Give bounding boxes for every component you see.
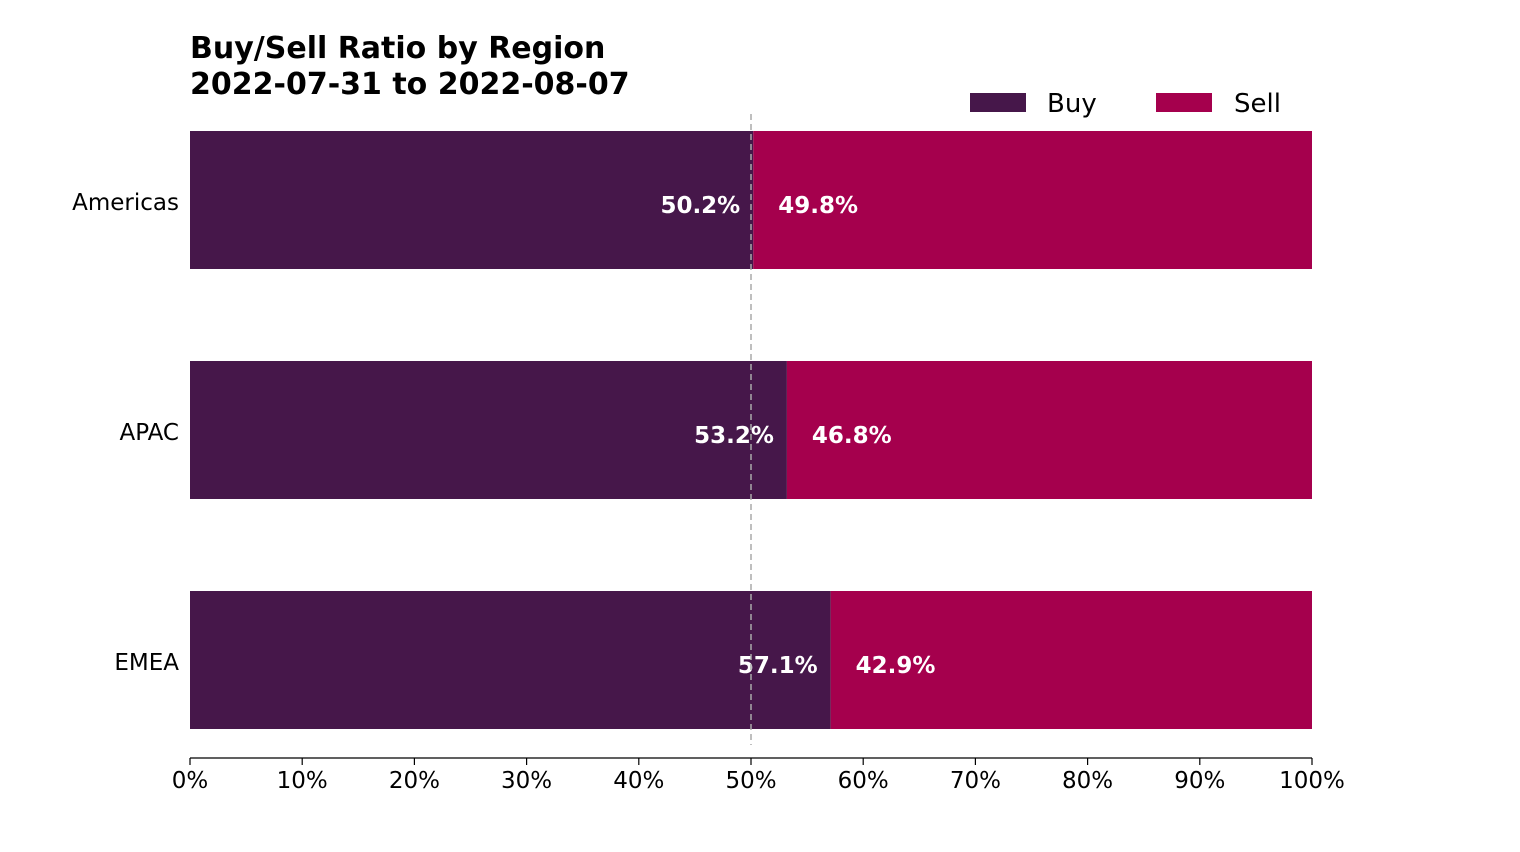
bar-sell-americas (753, 131, 1312, 269)
bar-label-buy-americas: 50.2% (660, 193, 740, 219)
legend-swatch-buy (970, 93, 1026, 112)
chart-title: Buy/Sell Ratio by Region (190, 31, 605, 66)
bars-group: 50.2% 49.8% 53.2% 46.8% 57.1% 42.9% (190, 131, 1312, 729)
bar-sell-apac (786, 361, 1312, 499)
x-tick-label-0: 0% (172, 768, 209, 794)
x-tick-label-10: 10% (277, 768, 328, 794)
x-tick-label-100: 100% (1279, 768, 1345, 794)
x-tick-label-70: 70% (950, 768, 1001, 794)
legend-label-sell: Sell (1234, 89, 1281, 119)
y-label-emea: EMEA (114, 650, 179, 676)
legend-label-buy: Buy (1047, 89, 1097, 119)
bar-buy-apac (190, 361, 787, 499)
x-tick-label-40: 40% (613, 768, 664, 794)
chart-subtitle: 2022-07-31 to 2022-08-07 (190, 67, 630, 102)
y-axis-labels: Americas APAC EMEA (72, 190, 179, 676)
bar-buy-americas (190, 131, 754, 269)
legend: Buy Sell (970, 89, 1281, 119)
y-label-apac: APAC (119, 420, 179, 446)
x-tick-label-90: 90% (1174, 768, 1225, 794)
x-tick-label-50: 50% (725, 768, 776, 794)
x-tick-label-30: 30% (501, 768, 552, 794)
x-axis: 0% 10% 20% 30% 40% 50% 60% 70% 80% 90% 100% (172, 757, 1345, 794)
x-tick-label-80: 80% (1062, 768, 1113, 794)
x-tick-label-60: 60% (838, 768, 889, 794)
bar-label-sell-americas: 49.8% (778, 193, 858, 219)
bar-sell-emea (830, 591, 1312, 729)
bar-label-buy-apac: 53.2% (694, 423, 774, 449)
bar-label-sell-emea: 42.9% (856, 653, 936, 679)
y-label-americas: Americas (72, 190, 179, 216)
bar-label-sell-apac: 46.8% (812, 423, 892, 449)
x-tick-label-20: 20% (389, 768, 440, 794)
bar-label-buy-emea: 57.1% (738, 653, 818, 679)
legend-swatch-sell (1156, 93, 1212, 112)
bar-buy-emea (190, 591, 831, 729)
